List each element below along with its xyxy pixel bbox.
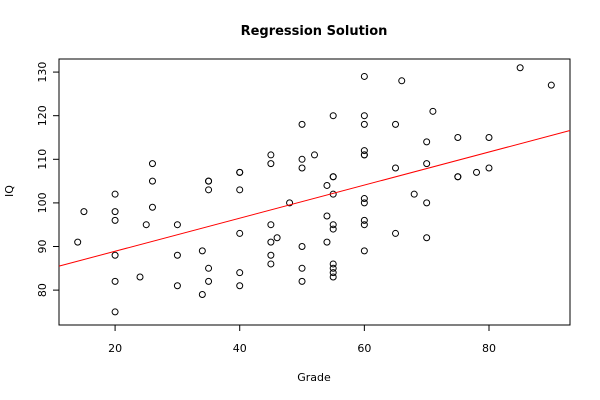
data-point [267,151,275,159]
data-point [423,138,431,146]
data-point [267,260,275,268]
data-point [410,190,418,198]
chart-title: Regression Solution [241,24,388,39]
data-point [392,120,400,128]
data-point [360,120,368,128]
data-point [360,216,368,224]
data-point [360,112,368,120]
data-point [74,238,82,246]
data-point [80,208,88,216]
data-point [360,247,368,255]
data-point [360,72,368,80]
data-point [516,64,524,72]
data-point [286,199,294,207]
x-tick-label: 60 [357,342,371,355]
data-point [454,133,462,141]
data-point [298,155,306,163]
y-axis-label: IQ [3,185,16,197]
data-point [360,147,368,155]
data-point [473,168,481,176]
data-point [423,199,431,207]
data-point [329,112,337,120]
data-point [267,160,275,168]
data-point [236,282,244,290]
data-point [267,238,275,246]
data-point [298,277,306,285]
data-point [392,229,400,237]
data-point [323,212,331,220]
data-point [547,81,555,89]
y-axis: 80 90 100 110 120 130 [36,62,59,297]
data-point [329,221,337,229]
x-tick-label: 20 [108,342,122,355]
data-point [398,77,406,85]
data-point [173,251,181,259]
y-tick-label: 110 [36,149,49,170]
x-axis-label: Grade [297,371,331,384]
y-tick-label: 80 [36,283,49,297]
data-point [173,221,181,229]
data-point [360,195,368,203]
data-point [111,208,119,216]
data-point [267,251,275,259]
x-tick-label: 80 [482,342,496,355]
data-point [142,221,150,229]
data-point [111,277,119,285]
data-point [148,203,156,211]
data-point [298,243,306,251]
data-point [148,177,156,185]
data-point [360,151,368,159]
data-point [273,234,281,242]
data-point [267,221,275,229]
data-point [423,234,431,242]
data-point [236,168,244,176]
data-point [454,173,462,181]
data-point [205,277,213,285]
data-point [111,216,119,224]
data-point [198,247,206,255]
data-point [236,186,244,194]
data-point [148,160,156,168]
data-point [111,251,119,259]
data-point [111,308,119,316]
data-point [111,190,119,198]
data-point [329,273,337,281]
data-point [198,290,206,298]
x-axis: 20 40 60 80 [108,325,496,355]
data-point [323,181,331,189]
plot-frame [58,58,571,326]
data-point [329,173,337,181]
y-tick-label: 100 [36,192,49,213]
y-tick-label: 130 [36,62,49,83]
data-point [485,133,493,141]
data-point [298,164,306,172]
data-point [423,160,431,168]
regression-line [58,130,571,267]
data-point [298,264,306,272]
data-point [323,238,331,246]
data-point [205,186,213,194]
y-tick-label: 120 [36,105,49,126]
data-point [236,269,244,277]
data-point [329,269,337,277]
data-point [236,229,244,237]
data-point [329,260,337,268]
data-point [360,221,368,229]
data-point [311,151,318,159]
data-point [429,107,437,115]
data-point [360,199,368,207]
data-point [329,225,337,233]
x-tick-label: 40 [233,342,247,355]
data-point [392,164,400,172]
y-tick-label: 90 [36,240,49,254]
data-point [205,177,213,185]
data-point [329,264,337,272]
data-points [74,64,555,316]
data-point [136,273,144,281]
data-point [485,164,493,172]
data-point [298,120,306,128]
data-point [173,282,181,290]
data-point [205,264,213,272]
